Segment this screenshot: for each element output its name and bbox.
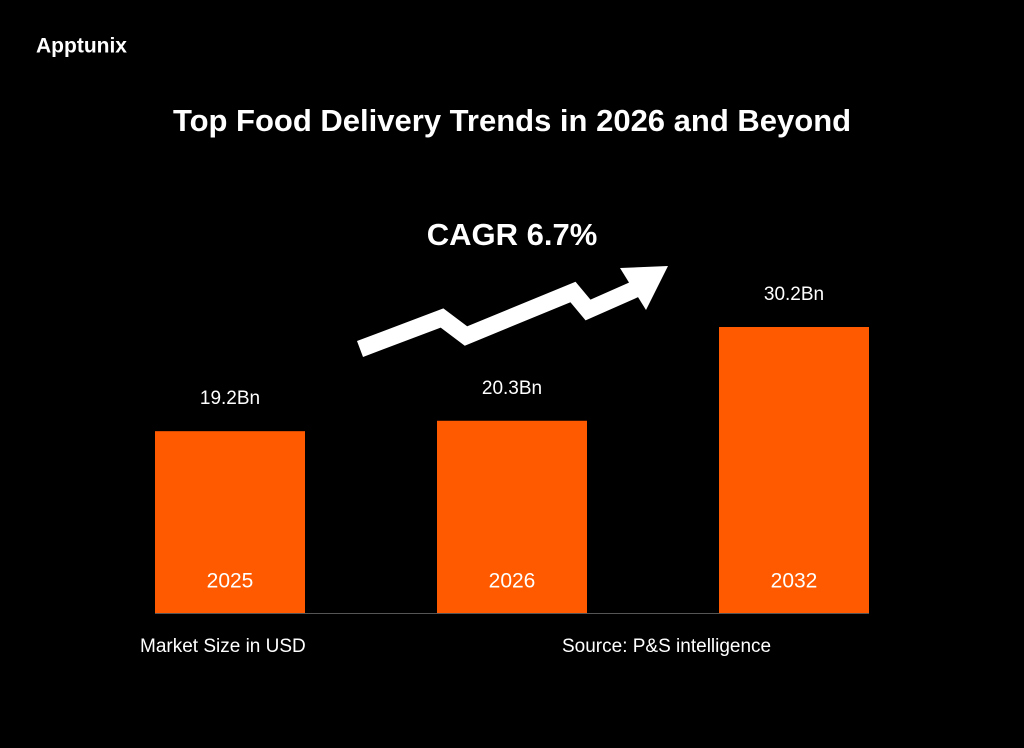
bar — [155, 431, 305, 613]
caption: Market Size in USD — [140, 636, 306, 657]
category-label: 2025 — [207, 570, 254, 593]
growth-arrow — [356, 266, 668, 357]
brand-logo: Apptunix — [36, 35, 127, 58]
value-label: 30.2Bn — [764, 284, 824, 305]
arrow-body — [356, 279, 644, 357]
category-label: 2026 — [489, 570, 536, 593]
category-label: 2032 — [771, 570, 818, 593]
source: Source: P&S intelligence — [562, 636, 771, 657]
value-label: 19.2Bn — [200, 388, 260, 409]
arrow-head — [620, 266, 668, 310]
chart-title: Top Food Delivery Trends in 2026 and Bey… — [173, 103, 851, 138]
bar — [437, 420, 587, 613]
bar — [719, 327, 869, 613]
value-label: 20.3Bn — [482, 378, 542, 399]
cagr-annotation: CAGR 6.7% — [427, 217, 598, 252]
